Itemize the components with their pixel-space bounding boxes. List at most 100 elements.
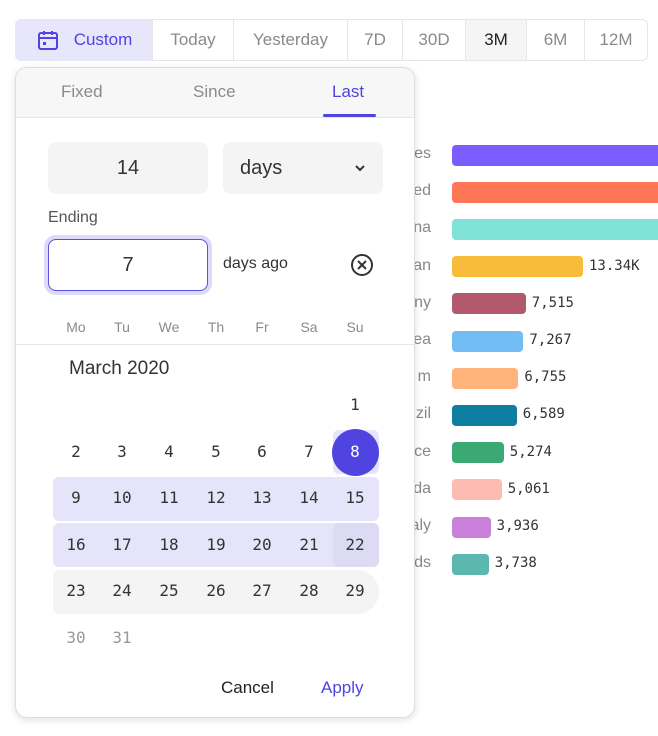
range-option-7d[interactable]: 7D bbox=[347, 19, 403, 61]
bar[interactable] bbox=[452, 330, 524, 352]
range-option-12m[interactable]: 12M bbox=[584, 19, 648, 61]
range-option-today[interactable]: Today bbox=[152, 19, 234, 61]
range-band bbox=[53, 523, 379, 567]
day-8[interactable]: 8 bbox=[350, 441, 360, 461]
chevron-down-icon bbox=[355, 165, 365, 172]
day-13[interactable]: 13 bbox=[252, 488, 272, 508]
bar-category-label: ny bbox=[414, 293, 431, 311]
bar[interactable] bbox=[452, 442, 504, 464]
bar-category-label: ed bbox=[413, 182, 431, 200]
day-23[interactable]: 23 bbox=[66, 581, 86, 601]
range-option-30d[interactable]: 30D bbox=[402, 19, 466, 61]
range-option-label: Today bbox=[170, 30, 216, 49]
range-option-6m[interactable]: 6M bbox=[526, 19, 585, 61]
day-22[interactable]: 22 bbox=[345, 534, 365, 554]
bar-value-label: 3,936 bbox=[496, 518, 539, 534]
day-4[interactable]: 4 bbox=[164, 441, 174, 461]
bar-value-label: 6,755 bbox=[524, 369, 567, 386]
range-option-label: 12M bbox=[599, 30, 633, 49]
bar-category-label: m bbox=[417, 368, 431, 386]
range-option-3m[interactable]: 3M bbox=[465, 19, 527, 61]
bar-category-label: ce bbox=[414, 442, 431, 460]
hover-band bbox=[53, 570, 379, 614]
weekday-label: Mo bbox=[66, 319, 86, 335]
day-11[interactable]: 11 bbox=[159, 488, 179, 508]
day-17[interactable]: 17 bbox=[112, 534, 132, 554]
bar-category-label: es bbox=[414, 145, 431, 162]
day-2[interactable]: 2 bbox=[71, 441, 81, 461]
day-16[interactable]: 16 bbox=[66, 534, 86, 554]
bar-category-label: aly bbox=[410, 517, 431, 534]
tab-since[interactable]: Since bbox=[193, 82, 236, 101]
range-option-label: Custom bbox=[73, 30, 133, 49]
day-25[interactable]: 25 bbox=[159, 581, 179, 601]
bar-category-label: zil bbox=[415, 405, 431, 423]
day-1[interactable]: 1 bbox=[350, 395, 360, 414]
range-option-yesterday[interactable]: Yesterday bbox=[233, 19, 348, 61]
bar[interactable] bbox=[452, 144, 658, 166]
day-7[interactable]: 7 bbox=[304, 441, 314, 461]
day-3[interactable]: 3 bbox=[117, 441, 127, 461]
range-option-custom[interactable]: Custom bbox=[15, 19, 153, 61]
range-end-band bbox=[333, 523, 379, 567]
bar-value-label: 13.34K bbox=[588, 257, 640, 274]
bar-value-label: 7,515 bbox=[531, 294, 574, 311]
day-24[interactable]: 24 bbox=[112, 581, 132, 601]
date-picker-popover: Fixed Since Last 14 days Ending 7 days a… bbox=[15, 67, 415, 718]
day-21[interactable]: 21 bbox=[299, 534, 319, 554]
bar[interactable] bbox=[452, 218, 658, 240]
range-option-label: 30D bbox=[418, 30, 450, 49]
month-title: March 2020 bbox=[69, 358, 170, 379]
bar[interactable] bbox=[452, 516, 491, 538]
bar[interactable] bbox=[452, 367, 519, 389]
day-12[interactable]: 12 bbox=[206, 488, 226, 508]
weekday-label: Fr bbox=[255, 319, 269, 335]
ending-suffix: days ago bbox=[223, 255, 288, 272]
bar-category-label: an bbox=[413, 256, 431, 274]
day-6[interactable]: 6 bbox=[257, 441, 267, 461]
day-10[interactable]: 10 bbox=[112, 488, 132, 508]
range-band bbox=[53, 477, 379, 521]
tab-last[interactable]: Last bbox=[332, 82, 365, 101]
bar[interactable] bbox=[452, 256, 583, 278]
bar-value-label: 7,267 bbox=[529, 332, 572, 348]
bar-category-label: ds bbox=[414, 554, 431, 572]
ending-input[interactable]: 7 bbox=[48, 239, 208, 291]
day-15[interactable]: 15 bbox=[345, 488, 365, 508]
tab-fixed[interactable]: Fixed bbox=[61, 82, 103, 101]
bar[interactable] bbox=[452, 553, 489, 575]
day-19[interactable]: 19 bbox=[206, 534, 226, 554]
day-28[interactable]: 28 bbox=[299, 581, 319, 601]
day-5[interactable]: 5 bbox=[211, 441, 221, 461]
weekday-label: We bbox=[158, 319, 180, 335]
weekday-label: Tu bbox=[114, 319, 130, 335]
day-30[interactable]: 30 bbox=[66, 628, 86, 647]
divider bbox=[16, 344, 414, 345]
day-31[interactable]: 31 bbox=[112, 628, 132, 647]
weekday-label: Th bbox=[207, 319, 225, 335]
range-option-label: 7D bbox=[364, 30, 386, 49]
unit-select[interactable]: days bbox=[223, 142, 383, 194]
bar[interactable] bbox=[452, 293, 526, 315]
day-26[interactable]: 26 bbox=[206, 581, 226, 601]
bar[interactable] bbox=[452, 404, 517, 426]
bar[interactable] bbox=[452, 479, 502, 501]
day-14[interactable]: 14 bbox=[299, 488, 319, 508]
day-9[interactable]: 9 bbox=[71, 488, 81, 508]
count-input[interactable]: 14 bbox=[48, 142, 208, 194]
bar[interactable] bbox=[452, 181, 658, 203]
day-29[interactable]: 29 bbox=[345, 581, 365, 601]
bar-value-label: 5,061 bbox=[507, 480, 550, 497]
weekday-label: Su bbox=[346, 319, 364, 335]
day-18[interactable]: 18 bbox=[159, 534, 179, 554]
bar-category-label: na bbox=[413, 219, 431, 237]
ending-label: Ending bbox=[48, 209, 98, 226]
day-20[interactable]: 20 bbox=[252, 534, 272, 554]
range-option-label: Yesterday bbox=[253, 30, 328, 49]
apply-button[interactable]: Apply bbox=[321, 678, 364, 697]
day-27[interactable]: 27 bbox=[252, 581, 272, 601]
weekday-label: Sa bbox=[300, 319, 318, 335]
bar-value-label: 6,589 bbox=[522, 406, 565, 423]
cancel-button[interactable]: Cancel bbox=[221, 678, 274, 697]
clear-icon[interactable] bbox=[350, 253, 374, 277]
